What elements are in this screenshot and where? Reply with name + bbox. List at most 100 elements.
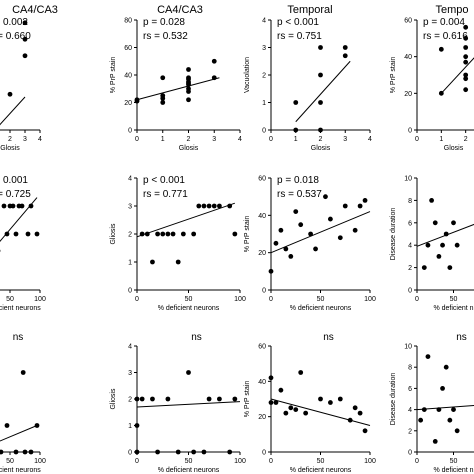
data-point bbox=[28, 203, 34, 209]
stat-label: ns bbox=[13, 332, 24, 343]
data-point bbox=[318, 396, 323, 402]
data-point bbox=[362, 198, 368, 203]
data-point bbox=[20, 370, 26, 375]
data-point bbox=[293, 209, 299, 215]
data-point bbox=[19, 203, 25, 209]
data-point bbox=[186, 67, 191, 72]
data-point bbox=[328, 216, 333, 222]
column-header-3: Temporal bbox=[287, 4, 332, 16]
regression-line bbox=[440, 57, 474, 94]
data-point bbox=[443, 364, 449, 370]
data-point bbox=[357, 410, 363, 416]
x-tick-label: 50 bbox=[317, 458, 325, 465]
stat-label: ns bbox=[456, 332, 467, 343]
data-point bbox=[191, 449, 197, 455]
data-point bbox=[186, 370, 191, 375]
x-axis-label: % deficient neurons bbox=[158, 305, 220, 312]
y-tick-label: 3 bbox=[128, 204, 132, 211]
scatter-panels: 01234Glosisp = 0.002rs = 0.6600123402040… bbox=[0, 17, 474, 474]
data-point bbox=[288, 405, 294, 411]
data-point bbox=[342, 45, 348, 50]
x-tick-label: 1 bbox=[294, 136, 298, 143]
column-header-2: CA4/CA3 bbox=[157, 4, 203, 16]
data-point bbox=[357, 203, 363, 209]
regression-line bbox=[136, 77, 220, 101]
stat-label: p = 0.002 bbox=[0, 17, 28, 28]
x-tick-label: 50 bbox=[6, 458, 14, 465]
data-point bbox=[463, 76, 469, 82]
x-tick-label: 100 bbox=[234, 458, 246, 465]
data-point bbox=[227, 203, 233, 209]
y-tick-label: 2 bbox=[262, 73, 266, 80]
x-tick-label: 50 bbox=[185, 458, 193, 465]
data-point bbox=[160, 100, 166, 105]
x-tick-label: 1 bbox=[161, 136, 165, 143]
regression-line bbox=[270, 211, 371, 254]
data-point bbox=[211, 58, 217, 64]
data-point bbox=[134, 423, 140, 428]
data-point bbox=[22, 449, 28, 455]
x-tick-label: 50 bbox=[317, 296, 325, 303]
data-point bbox=[150, 259, 155, 265]
y-axis-label: Gliosis bbox=[110, 223, 117, 245]
data-point bbox=[175, 449, 181, 455]
data-point bbox=[432, 439, 438, 444]
data-point bbox=[463, 45, 469, 50]
data-point bbox=[134, 396, 140, 402]
data-point bbox=[451, 407, 456, 412]
x-axis-label: Glosis bbox=[179, 145, 199, 152]
data-point bbox=[425, 242, 431, 248]
x-tick-label: 0 bbox=[269, 136, 273, 143]
y-tick-label: 8 bbox=[408, 365, 412, 372]
stat-label: rs = 0.725 bbox=[0, 189, 31, 200]
y-axis-label: Gliosis bbox=[110, 388, 117, 410]
y-tick-label: 4 bbox=[262, 18, 266, 25]
y-axis-label: Vacuolation bbox=[244, 57, 251, 93]
data-point bbox=[318, 100, 323, 105]
x-tick-label: 2 bbox=[8, 136, 12, 143]
x-tick-label: 4 bbox=[38, 136, 42, 143]
data-point bbox=[293, 127, 299, 133]
data-point bbox=[22, 36, 28, 42]
data-point bbox=[352, 227, 358, 233]
data-point bbox=[440, 242, 445, 248]
x-tick-label: 0 bbox=[415, 458, 419, 465]
data-point bbox=[175, 259, 181, 265]
data-point bbox=[288, 254, 294, 259]
stat-label: rs = 0.532 bbox=[143, 31, 188, 42]
y-tick-label: 20 bbox=[258, 414, 266, 421]
data-point bbox=[418, 417, 424, 423]
data-point bbox=[451, 220, 456, 226]
x-tick-label: 3 bbox=[343, 136, 347, 143]
x-tick-label: 0 bbox=[269, 296, 273, 303]
x-tick-label: 2 bbox=[319, 136, 323, 143]
y-tick-label: 40 bbox=[404, 54, 412, 61]
stat-label: rs = 0.771 bbox=[143, 189, 188, 200]
stat-label: rs = 0.751 bbox=[277, 31, 322, 42]
y-tick-label: 4 bbox=[128, 344, 132, 351]
y-tick-label: 60 bbox=[124, 45, 132, 52]
x-tick-label: 3 bbox=[212, 136, 216, 143]
data-point bbox=[186, 89, 191, 94]
data-point bbox=[438, 46, 444, 52]
stat-label: rs = 0.616 bbox=[423, 31, 468, 42]
data-point bbox=[342, 203, 348, 209]
column-header-1: CA4/CA3 bbox=[12, 4, 58, 16]
regression-line bbox=[0, 425, 38, 442]
y-tick-label: 4 bbox=[408, 407, 412, 414]
data-point bbox=[180, 231, 186, 237]
data-point bbox=[293, 100, 299, 105]
data-point bbox=[436, 254, 442, 259]
x-axis-label: % deficient neurons bbox=[158, 467, 220, 474]
y-tick-label: 3 bbox=[262, 45, 266, 52]
stat-label: ns bbox=[323, 332, 334, 343]
regression-line bbox=[0, 197, 38, 242]
data-point bbox=[22, 20, 28, 26]
y-tick-label: 20 bbox=[124, 100, 132, 107]
data-point bbox=[463, 24, 469, 30]
data-point bbox=[217, 203, 222, 209]
y-tick-label: 20 bbox=[404, 91, 412, 98]
